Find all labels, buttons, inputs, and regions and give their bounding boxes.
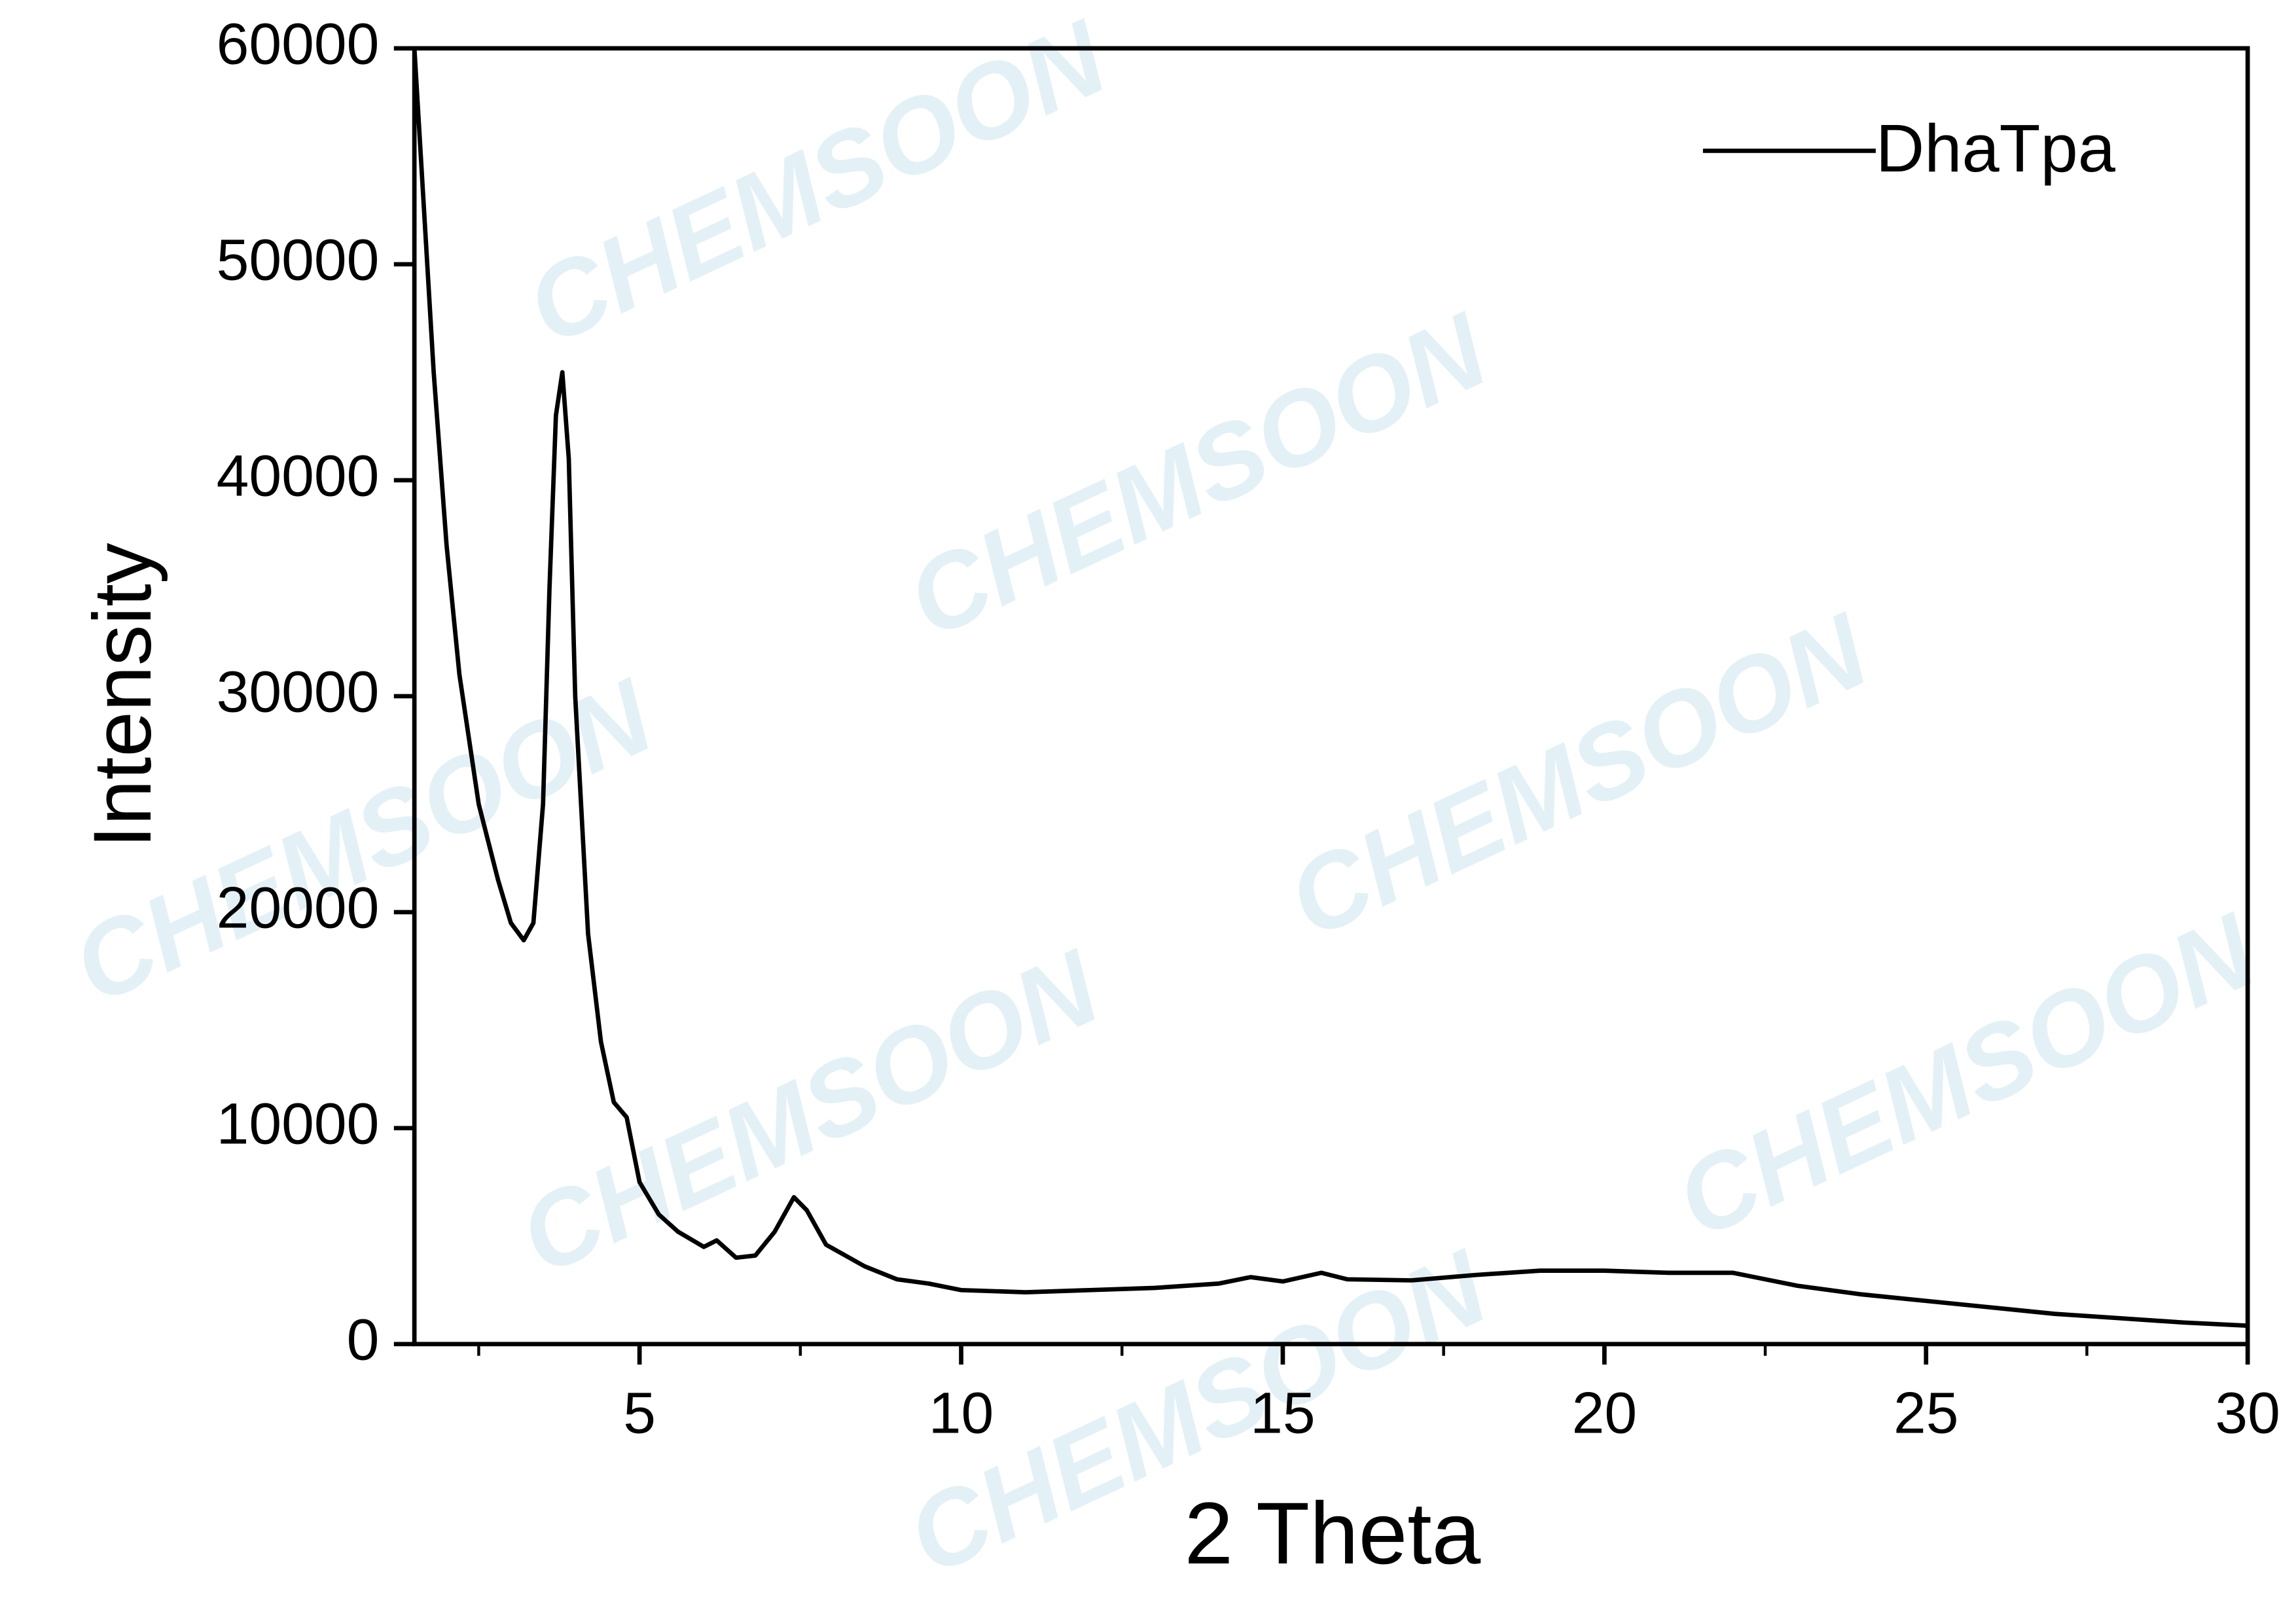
- x-axis-title: 2 Theta: [1185, 1484, 1481, 1582]
- x-tick-label: 10: [929, 1380, 994, 1445]
- y-tick-label: 20000: [217, 874, 380, 940]
- x-tick-label: 25: [1893, 1380, 1959, 1445]
- y-axis-title: Intensity: [77, 543, 168, 848]
- x-tick-label: 5: [623, 1380, 656, 1445]
- y-tick-label: 10000: [217, 1090, 380, 1156]
- watermark: CHEMSOON: [891, 290, 1505, 660]
- y-tick-label: 0: [347, 1306, 380, 1372]
- y-tick-label: 60000: [217, 10, 380, 76]
- watermark: CHEMSOON: [1272, 590, 1886, 961]
- data-line: [412, 48, 2248, 1329]
- x-tick-label: 15: [1250, 1380, 1316, 1445]
- x-tick-label: 30: [2215, 1380, 2280, 1445]
- x-tick-label: 20: [1572, 1380, 1638, 1445]
- watermark: CHEMSOON: [511, 0, 1125, 368]
- y-tick-label: 50000: [217, 226, 380, 292]
- y-tick-label: 30000: [217, 658, 380, 724]
- legend-label: DhaTpa: [1876, 111, 2116, 186]
- y-tick-label: 40000: [217, 442, 380, 508]
- watermark: CHEMSOON: [1660, 891, 2274, 1261]
